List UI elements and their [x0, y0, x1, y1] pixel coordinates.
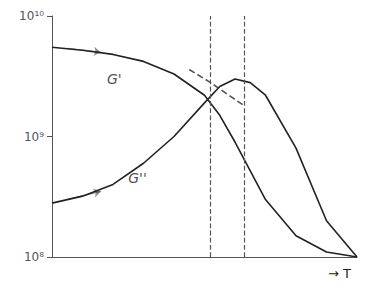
svg-text:10¹⁰: 10¹⁰ [19, 9, 44, 23]
svg-text:10⁹: 10⁹ [24, 130, 44, 144]
svg-text:G'': G'' [128, 170, 147, 186]
svg-text:10⁸: 10⁸ [24, 250, 44, 264]
svg-text:G': G' [107, 71, 122, 87]
svg-text:→ T: → T [328, 266, 351, 281]
